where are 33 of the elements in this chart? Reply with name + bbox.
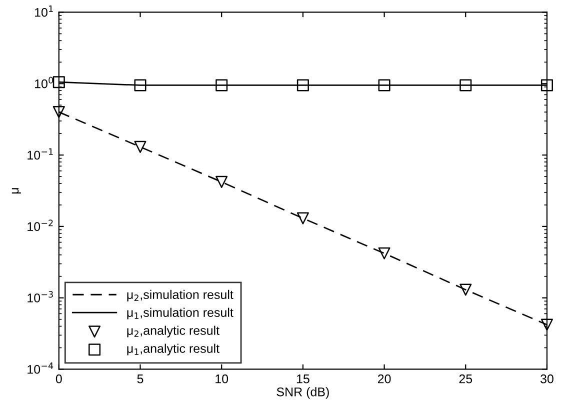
y-tick-label: 10$^{−2}$ <box>28 220 53 231</box>
y-tick-label: 10$^{1}$ <box>34 6 53 17</box>
legend-label: μ$_{2}$,simulation result <box>127 290 234 302</box>
legend-label: μ$_{1}$,simulation result <box>127 308 234 320</box>
x-tick-label: 30 <box>540 374 554 384</box>
point <box>460 79 472 92</box>
y-tick-label: 10$^{−1}$ <box>28 148 53 160</box>
x-axis-title: SNR (dB) <box>276 387 329 399</box>
x-tick-label: 5 <box>137 374 144 384</box>
point <box>540 79 553 92</box>
point <box>296 79 309 92</box>
x-tick-label: 10 <box>216 374 228 384</box>
point <box>52 106 65 118</box>
y-tick-label: 10$^{0}$ <box>34 76 54 88</box>
x-tick-label: 20 <box>378 374 391 384</box>
point <box>134 79 146 92</box>
point <box>460 284 472 296</box>
point <box>378 247 390 260</box>
x-tick-label: 0 <box>56 374 62 384</box>
x-tick-label: 15 <box>296 374 310 384</box>
point <box>216 176 228 188</box>
y-axis-title: μ <box>12 188 21 194</box>
legend-label: μ$_{2}$,analytic result <box>127 326 220 338</box>
point <box>378 79 390 92</box>
y-tick-label: 10$^{−4}$ <box>28 362 54 374</box>
point <box>216 79 228 92</box>
point <box>296 212 309 224</box>
point <box>540 318 553 331</box>
y-tick-label: 10$^{−3}$ <box>28 290 53 302</box>
legend-label: μ$_{1}$,analytic result <box>127 344 220 356</box>
x-tick-label: 25 <box>459 374 472 384</box>
point <box>134 140 146 153</box>
point <box>52 76 65 88</box>
